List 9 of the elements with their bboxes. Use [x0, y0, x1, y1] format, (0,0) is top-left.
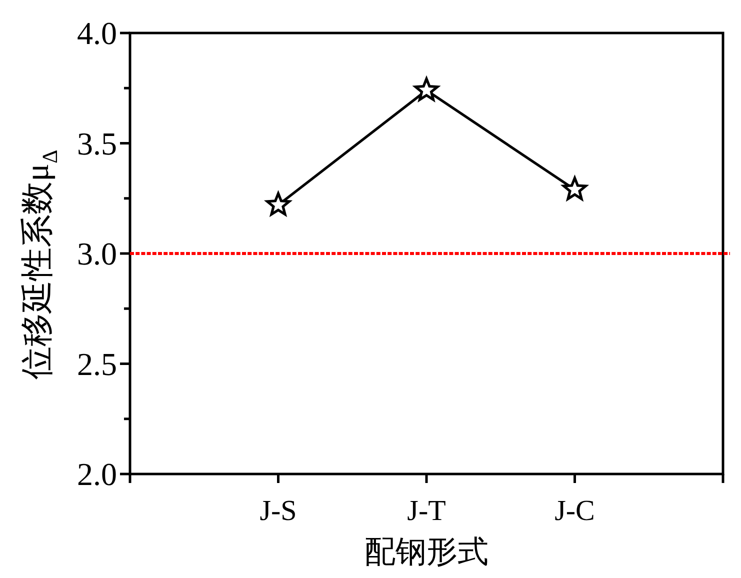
- x-tick-label: J-T: [407, 495, 446, 527]
- x-axis-title: 配钢形式: [364, 534, 488, 568]
- y-tick-label: 2.5: [77, 346, 117, 382]
- y-tick-label: 3.5: [77, 125, 117, 162]
- y-tick-label: 2.0: [77, 456, 117, 492]
- y-tick-label: 4.0: [77, 15, 117, 51]
- x-tick-label: J-C: [554, 495, 595, 527]
- x-tick-label: J-S: [260, 495, 297, 527]
- y-tick-label: 3.0: [77, 236, 117, 272]
